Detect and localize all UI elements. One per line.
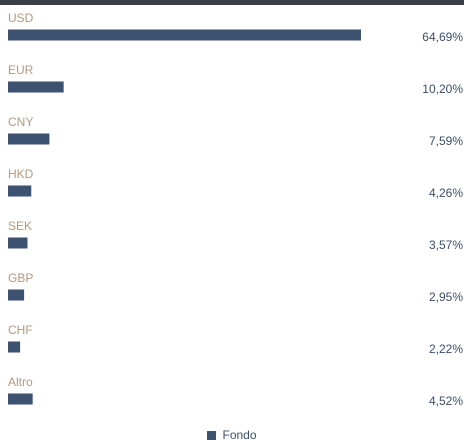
value-label: 4,52%: [429, 394, 463, 408]
value-label: 64,69%: [422, 30, 463, 44]
top-border: [0, 0, 464, 5]
value-label: 2,95%: [429, 290, 463, 304]
category-label: CNY: [8, 115, 33, 129]
bar: [8, 237, 28, 249]
category-label: HKD: [8, 167, 34, 181]
legend-swatch: [207, 430, 217, 440]
bar: [8, 185, 32, 197]
category-label: GBP: [8, 271, 33, 285]
value-label: 7,59%: [429, 134, 463, 148]
category-label: Altro: [8, 375, 33, 389]
bar: [8, 393, 33, 405]
bar: [8, 29, 361, 41]
value-label: 10,20%: [422, 82, 463, 96]
category-label: USD: [8, 11, 34, 25]
category-label: CHF: [8, 323, 33, 337]
category-label: SEK: [8, 219, 32, 233]
bar: [8, 289, 25, 301]
value-label: 4,26%: [429, 186, 463, 200]
legend-label: Fondo: [222, 428, 257, 442]
bar: [8, 81, 64, 93]
bar: [8, 133, 50, 145]
category-label: EUR: [8, 63, 34, 77]
bar: [8, 341, 21, 353]
value-label: 3,57%: [429, 238, 463, 252]
legend: Fondo: [0, 428, 464, 442]
value-label: 2,22%: [429, 342, 463, 356]
